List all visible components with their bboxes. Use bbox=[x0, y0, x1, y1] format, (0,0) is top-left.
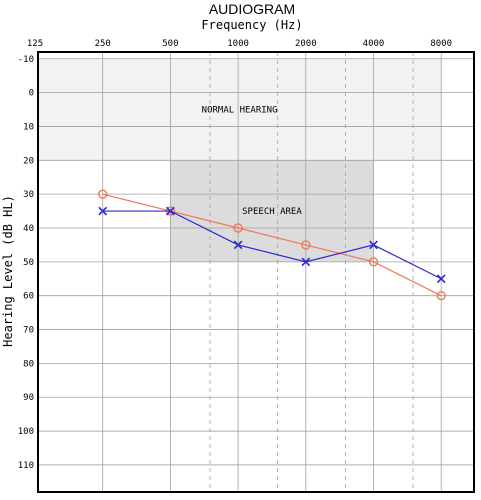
data-point-left bbox=[233, 240, 243, 250]
x-tick-label: 250 bbox=[95, 39, 111, 49]
y-tick-label: -10 bbox=[18, 55, 34, 65]
x-axis-label: Frequency (Hz) bbox=[201, 18, 302, 32]
x-tick-label: 2000 bbox=[295, 39, 317, 49]
x-tick-label: 125 bbox=[27, 39, 43, 49]
series-line-right bbox=[102, 193, 442, 297]
data-point-right bbox=[436, 290, 446, 301]
data-point-left bbox=[369, 240, 378, 250]
data-point-right bbox=[301, 240, 311, 250]
chart-title: AUDIOGRAM bbox=[209, 1, 295, 17]
y-tick-label: 10 bbox=[23, 122, 34, 132]
region-label: NORMAL HEARING bbox=[202, 106, 278, 116]
tick-labels-layer: 125 250 500 1000 2000 4000 8000 -10 0 10 20 30 40 50 6… bbox=[18, 39, 452, 471]
data-point-left bbox=[301, 257, 311, 267]
region-shade bbox=[170, 160, 374, 262]
y-tick-label: 90 bbox=[23, 393, 34, 403]
y-tick-label: 40 bbox=[23, 224, 34, 234]
y-axis-label: Hearing Level (dB HL) bbox=[1, 195, 15, 347]
x-tick-label: 1000 bbox=[227, 39, 249, 49]
y-tick-label: 0 bbox=[29, 89, 34, 99]
series-layer bbox=[97, 189, 446, 301]
y-tick-label: 110 bbox=[18, 461, 34, 471]
y-tick-label: 60 bbox=[23, 292, 34, 302]
data-point-right bbox=[97, 189, 108, 199]
x-tick-label: 8000 bbox=[430, 39, 452, 49]
plot-frame bbox=[37, 51, 475, 493]
regions-layer: NORMAL HEARING SPEECH AREA bbox=[38, 58, 442, 262]
x-tick-label: 4000 bbox=[363, 39, 385, 49]
data-point-right bbox=[233, 223, 243, 233]
data-point-right bbox=[368, 257, 379, 267]
data-point-left bbox=[166, 206, 175, 216]
y-tick-label: 50 bbox=[23, 258, 34, 268]
y-tick-label: 80 bbox=[23, 359, 34, 369]
y-tick-label: 30 bbox=[23, 190, 34, 200]
y-tick-label: 70 bbox=[23, 326, 34, 336]
y-tick-label: 100 bbox=[18, 427, 34, 437]
y-tick-label: 20 bbox=[23, 156, 34, 166]
series-line-left bbox=[102, 210, 442, 280]
grid-layer bbox=[38, 52, 474, 492]
data-point-left bbox=[98, 206, 108, 216]
x-tick-label: 500 bbox=[162, 39, 178, 49]
region-shade bbox=[38, 58, 442, 161]
region-label: SPEECH AREA bbox=[242, 207, 302, 217]
data-point-left bbox=[436, 274, 446, 284]
